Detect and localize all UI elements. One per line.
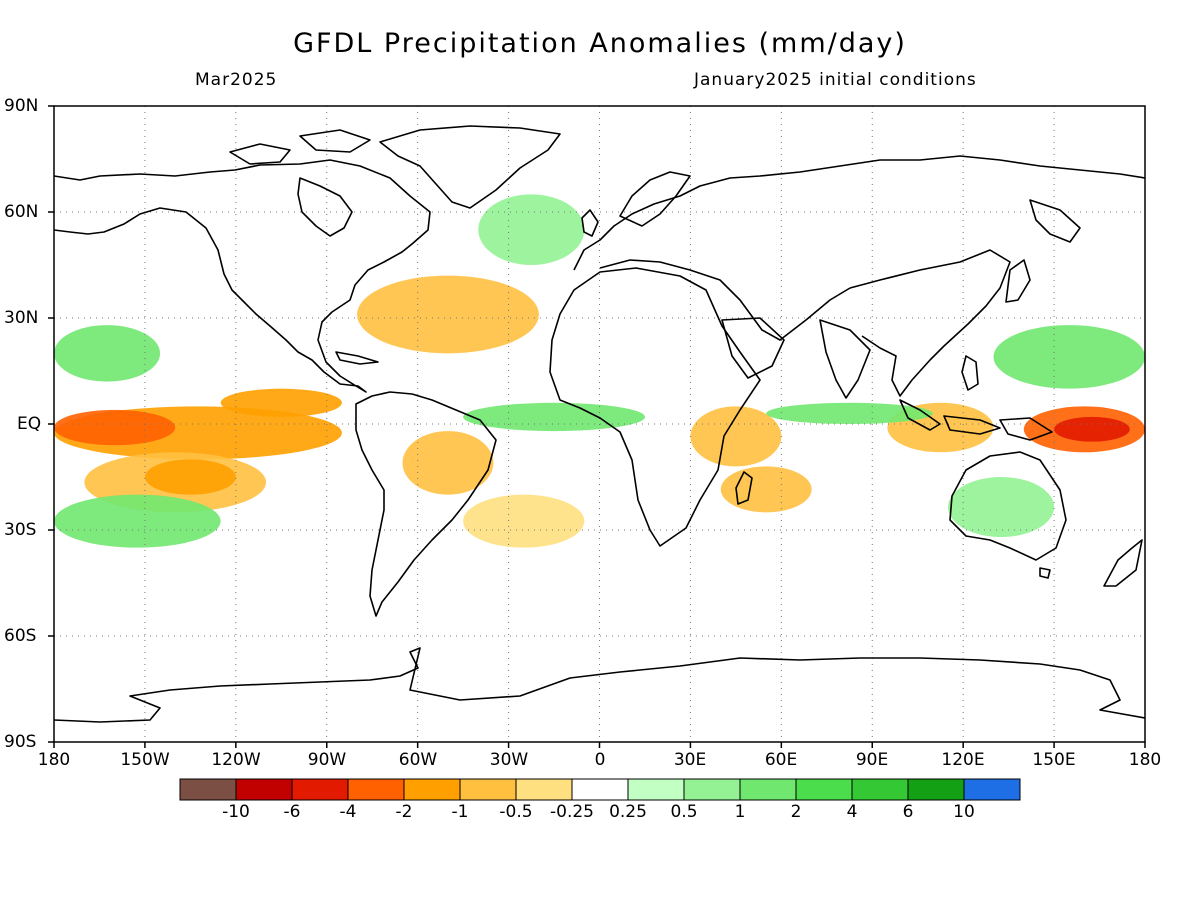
colorbar [179,778,1021,801]
lat-label-60n: 60N [4,202,39,222]
colorbar-label: -0.5 [499,802,533,822]
anomaly-region [463,402,645,432]
colorbar-swatch [235,778,293,801]
colorbar-swatch [571,778,629,801]
valid-month-label: Mar2025 [195,70,278,90]
lon-label-150e: 150E [1032,750,1076,770]
colorbar-label: 2 [790,802,802,822]
lon-label-180e: 180 [1128,750,1162,770]
initial-conditions-label: January2025 initial conditions [694,70,977,90]
anomaly-region [54,325,161,382]
coastlines [54,125,1145,723]
anomaly-region [402,431,494,495]
colorbar-swatch [347,778,405,801]
anomaly-region [54,494,221,548]
colorbar-swatch [403,778,461,801]
colorbar-swatch [739,778,797,801]
colorbar-label: 4 [846,802,858,822]
colorbar-label: 1 [734,802,746,822]
anomaly-region [144,459,236,495]
lat-label-60s: 60S [4,626,37,646]
colorbar-swatch [683,778,741,801]
colorbar-label: 6 [902,802,914,822]
colorbar-swatch [907,778,965,801]
lon-label-30w: 30W [489,750,529,770]
lon-label-0: 0 [594,750,606,770]
anomaly-region [1054,416,1130,442]
colorbar-label: 10 [953,802,975,822]
map-title: GFDL Precipitation Anomalies (mm/day) [293,28,907,59]
lon-label-150w: 150W [120,750,170,770]
colorbar-label: -10 [222,802,250,822]
colorbar-label: -2 [395,802,413,822]
colorbar-swatch [291,778,349,801]
colorbar-swatch [851,778,909,801]
colorbar-swatch [963,778,1021,801]
colorbar-label: 0.5 [670,802,698,822]
colorbar-swatch [795,778,853,801]
anomaly-region [948,477,1055,538]
anomaly-region [690,406,782,467]
colorbar-label: -6 [283,802,301,822]
lon-label-120e: 120E [941,750,985,770]
lon-label-60e: 60E [764,750,798,770]
colorbar-label: 0.25 [609,802,647,822]
anomaly-region [720,466,812,513]
anomaly-region [220,388,342,417]
anomaly-region [463,494,585,548]
lat-label-eq: EQ [17,414,42,434]
anomaly-region [766,402,933,424]
colorbar-swatch [515,778,573,801]
colorbar-swatch [627,778,685,801]
lon-label-90w: 90W [307,750,347,770]
colorbar-label: -0.25 [550,802,594,822]
lon-label-90e: 90E [855,750,889,770]
lon-label-30e: 30E [673,750,707,770]
gridlines [54,106,1145,742]
lon-label-60w: 60W [398,750,438,770]
anomaly-region [993,325,1145,389]
lat-label-90n: 90N [4,96,39,116]
anomaly-region [478,194,585,265]
anomaly-region [357,275,539,354]
lat-label-30s: 30S [4,520,37,540]
colorbar-swatch [459,778,517,801]
lon-label-120w: 120W [211,750,261,770]
colorbar-label: -1 [451,802,469,822]
colorbar-swatch [179,778,237,801]
lat-label-90s: 90S [4,732,37,752]
anomaly-layer [54,194,1145,548]
anomaly-region [54,409,176,446]
colorbar-label: -4 [339,802,357,822]
lon-label-180w: 180 [37,750,71,770]
lat-label-30n: 30N [4,308,39,328]
axis-ticks [48,105,1146,748]
